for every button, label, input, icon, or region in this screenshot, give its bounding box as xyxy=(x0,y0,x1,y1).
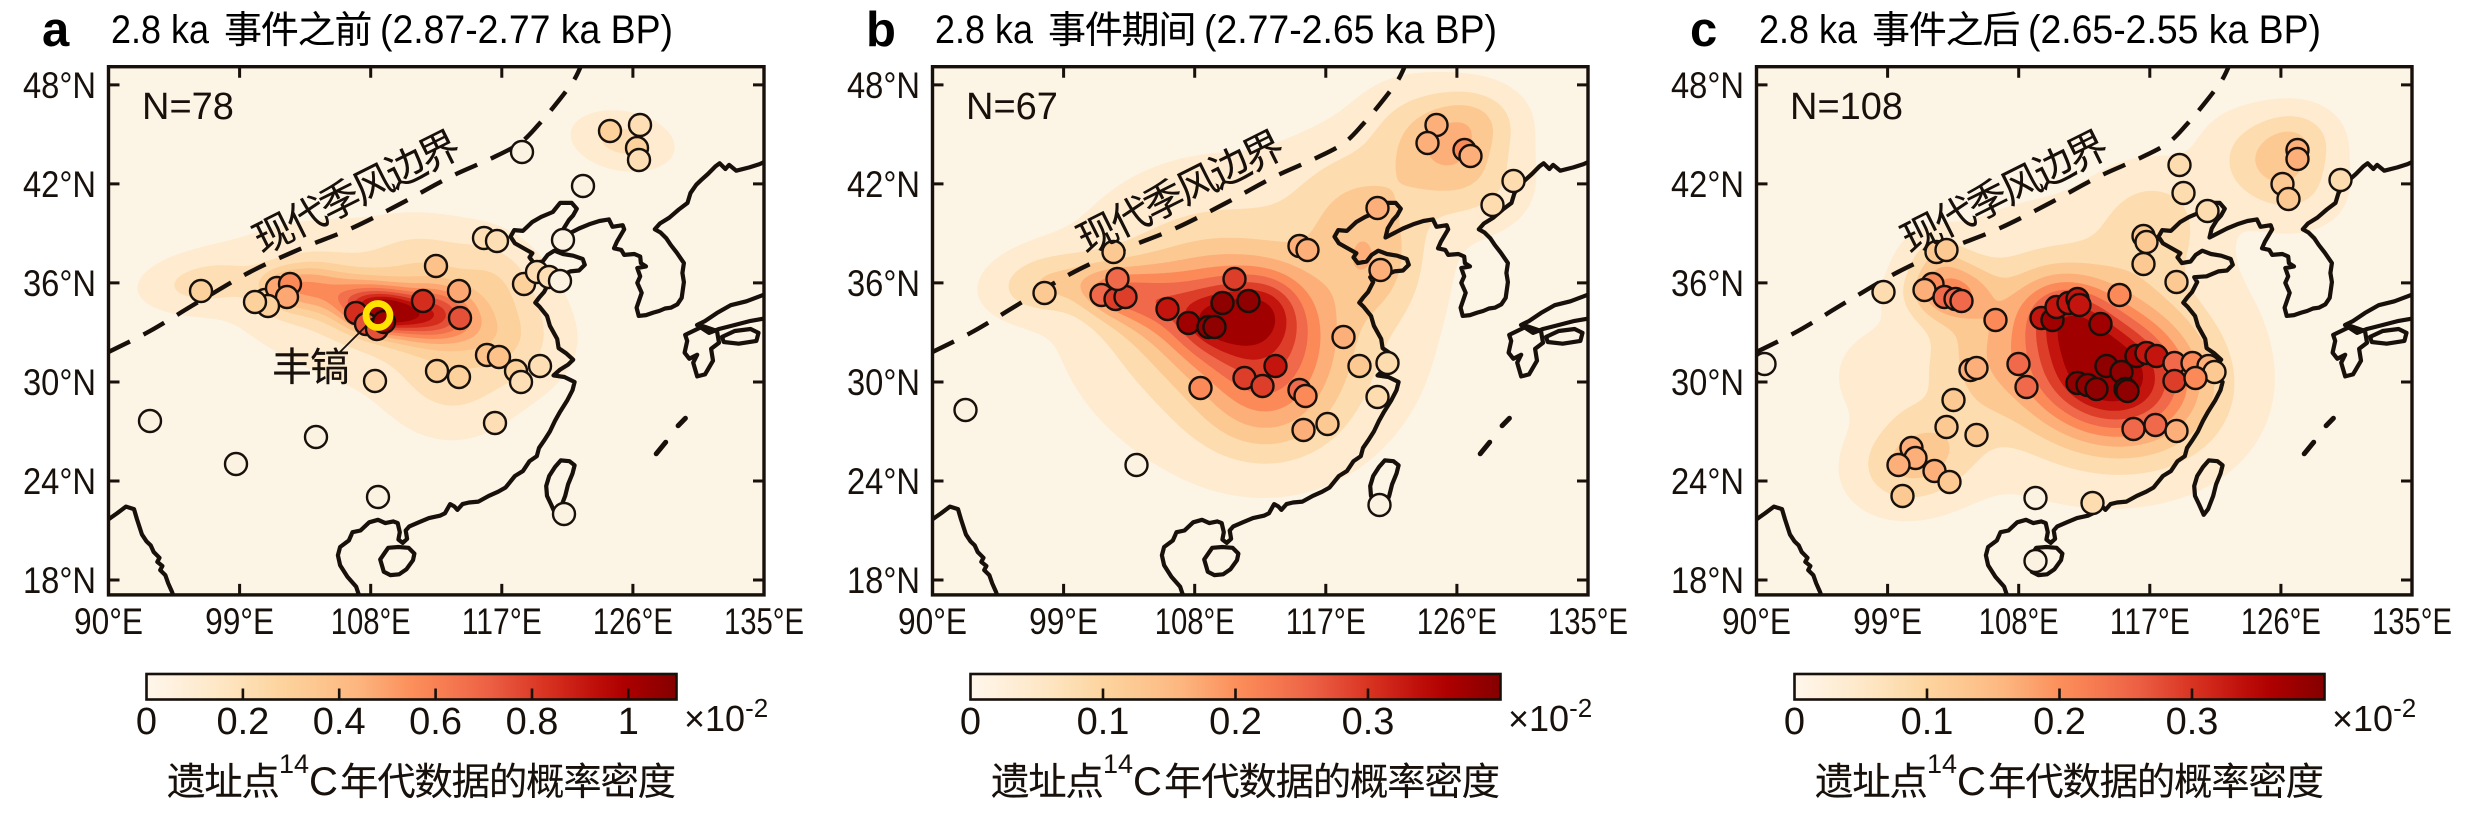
svg-text:117°E: 117°E xyxy=(1286,601,1366,642)
svg-text:30°N: 30°N xyxy=(1671,362,1744,403)
svg-text:0.3: 0.3 xyxy=(1342,701,1395,743)
svg-text:42°N: 42°N xyxy=(1671,164,1744,205)
svg-text:99°E: 99°E xyxy=(1853,601,1922,642)
svg-text:2.8 ka: 2.8 ka xyxy=(1759,8,1858,52)
svg-text:18°N: 18°N xyxy=(1671,560,1744,601)
svg-text:117°E: 117°E xyxy=(2110,601,2190,642)
svg-text:24°N: 24°N xyxy=(1671,461,1744,502)
svg-text:18°N: 18°N xyxy=(23,560,96,601)
svg-text:b: b xyxy=(866,3,896,57)
svg-text:90°E: 90°E xyxy=(1722,601,1791,642)
svg-text:(2.87-2.77 ka BP): (2.87-2.77 ka BP) xyxy=(380,8,673,52)
svg-text:N=108: N=108 xyxy=(1790,86,1903,128)
svg-text:14: 14 xyxy=(1103,749,1133,779)
svg-text:18°N: 18°N xyxy=(847,560,920,601)
svg-text:48°N: 48°N xyxy=(1671,65,1744,106)
svg-text:24°N: 24°N xyxy=(847,461,920,502)
svg-text:×10-2: ×10-2 xyxy=(684,693,768,739)
svg-text:C: C xyxy=(1957,760,1986,804)
svg-text:42°N: 42°N xyxy=(23,164,96,205)
svg-text:2.8 ka: 2.8 ka xyxy=(111,8,210,52)
svg-text:108°E: 108°E xyxy=(1155,601,1235,642)
svg-text:N=67: N=67 xyxy=(966,86,1058,128)
svg-text:126°E: 126°E xyxy=(593,601,673,642)
svg-text:90°E: 90°E xyxy=(898,601,967,642)
svg-text:(2.65-2.55 ka BP): (2.65-2.55 ka BP) xyxy=(2028,8,2321,52)
svg-text:135°E: 135°E xyxy=(724,601,804,642)
svg-text:99°E: 99°E xyxy=(205,601,274,642)
svg-text:0.8: 0.8 xyxy=(506,701,559,743)
svg-text:48°N: 48°N xyxy=(23,65,96,106)
svg-text:(2.77-2.65 ka BP): (2.77-2.65 ka BP) xyxy=(1204,8,1497,52)
svg-text:135°E: 135°E xyxy=(2372,601,2452,642)
svg-text:0.3: 0.3 xyxy=(2166,701,2219,743)
svg-text:0.4: 0.4 xyxy=(313,701,366,743)
svg-text:0.2: 0.2 xyxy=(216,701,269,743)
svg-text:0.2: 0.2 xyxy=(2033,701,2086,743)
svg-text:36°N: 36°N xyxy=(1671,263,1744,304)
svg-text:0: 0 xyxy=(960,701,981,743)
svg-text:0: 0 xyxy=(1784,701,1805,743)
svg-text:126°E: 126°E xyxy=(2241,601,2321,642)
svg-text:90°E: 90°E xyxy=(74,601,143,642)
svg-text:0: 0 xyxy=(136,701,157,743)
svg-text:N=78: N=78 xyxy=(142,86,234,128)
svg-text:1: 1 xyxy=(618,701,639,743)
svg-text:14: 14 xyxy=(279,749,309,779)
svg-text:C: C xyxy=(1133,760,1162,804)
svg-text:36°N: 36°N xyxy=(23,263,96,304)
svg-text:0.1: 0.1 xyxy=(1901,701,1954,743)
svg-text:0.2: 0.2 xyxy=(1209,701,1262,743)
svg-text:48°N: 48°N xyxy=(847,65,920,106)
svg-text:99°E: 99°E xyxy=(1029,601,1098,642)
svg-text:0.6: 0.6 xyxy=(409,701,462,743)
svg-text:117°E: 117°E xyxy=(462,601,542,642)
svg-text:135°E: 135°E xyxy=(1548,601,1628,642)
svg-text:108°E: 108°E xyxy=(331,601,411,642)
svg-text:24°N: 24°N xyxy=(23,461,96,502)
svg-text:C: C xyxy=(309,760,338,804)
svg-text:c: c xyxy=(1690,3,1717,57)
svg-text:36°N: 36°N xyxy=(847,263,920,304)
svg-text:2.8 ka: 2.8 ka xyxy=(935,8,1034,52)
svg-text:42°N: 42°N xyxy=(847,164,920,205)
svg-text:30°N: 30°N xyxy=(847,362,920,403)
svg-text:30°N: 30°N xyxy=(23,362,96,403)
svg-text:a: a xyxy=(42,3,70,57)
svg-text:0.1: 0.1 xyxy=(1077,701,1130,743)
svg-text:126°E: 126°E xyxy=(1417,601,1497,642)
svg-text:108°E: 108°E xyxy=(1979,601,2059,642)
svg-text:14: 14 xyxy=(1927,749,1957,779)
